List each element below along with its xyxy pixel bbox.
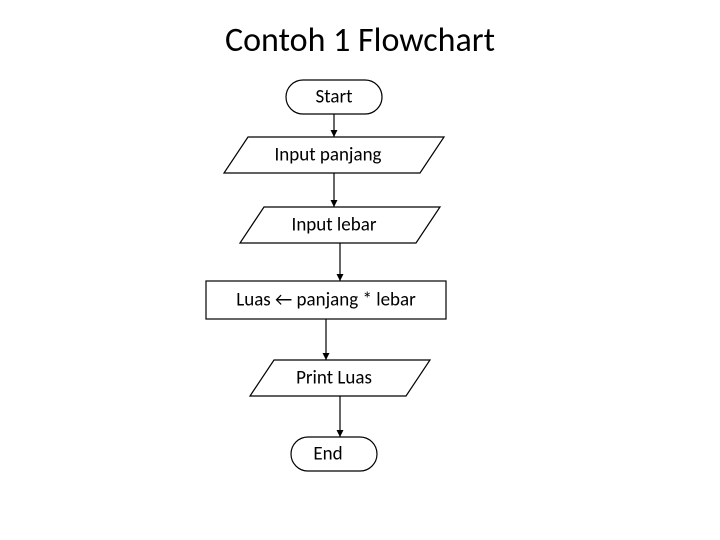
node-label-proc: Luas ← panjang * lebar	[236, 289, 416, 312]
node-start: Start	[286, 80, 382, 114]
node-label-out: Print Luas	[296, 367, 372, 390]
node-label-in2: Input lebar	[292, 214, 377, 237]
node-proc: Luas ← panjang * lebar	[206, 281, 446, 319]
node-label-in1: Input panjang	[274, 144, 381, 167]
node-label-end: End	[313, 443, 342, 466]
node-in2: Input lebar	[240, 207, 440, 243]
flowchart-canvas: Start Input panjang Input lebar Luas ← panj…	[0, 0, 720, 540]
node-label-start: Start	[316, 86, 354, 109]
node-end: End	[291, 437, 377, 471]
node-out: Print Luas	[250, 360, 430, 396]
node-in1: Input panjang	[224, 137, 444, 173]
